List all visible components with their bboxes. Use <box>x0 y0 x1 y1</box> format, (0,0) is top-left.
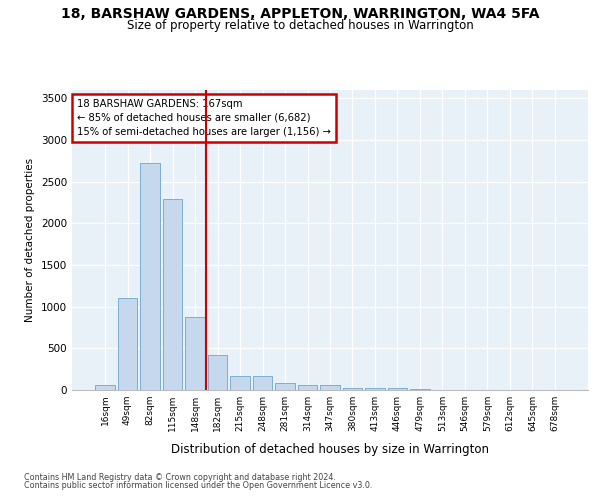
Bar <box>208 355 227 390</box>
Bar <box>388 388 407 390</box>
Y-axis label: Number of detached properties: Number of detached properties <box>25 158 35 322</box>
Text: Contains HM Land Registry data © Crown copyright and database right 2024.: Contains HM Land Registry data © Crown c… <box>24 472 336 482</box>
Text: 18, BARSHAW GARDENS, APPLETON, WARRINGTON, WA4 5FA: 18, BARSHAW GARDENS, APPLETON, WARRINGTO… <box>61 8 539 22</box>
Bar <box>275 382 295 390</box>
Bar <box>95 386 115 390</box>
Bar <box>163 199 182 390</box>
Bar <box>343 388 362 390</box>
Bar <box>118 298 137 390</box>
Text: Contains public sector information licensed under the Open Government Licence v3: Contains public sector information licen… <box>24 481 373 490</box>
Text: Distribution of detached houses by size in Warrington: Distribution of detached houses by size … <box>171 442 489 456</box>
Text: 18 BARSHAW GARDENS: 167sqm
← 85% of detached houses are smaller (6,682)
15% of s: 18 BARSHAW GARDENS: 167sqm ← 85% of deta… <box>77 99 331 137</box>
Bar <box>298 385 317 390</box>
Bar <box>185 316 205 390</box>
Bar <box>320 386 340 390</box>
Bar <box>365 388 385 390</box>
Text: Size of property relative to detached houses in Warrington: Size of property relative to detached ho… <box>127 19 473 32</box>
Bar <box>410 389 430 390</box>
Bar <box>230 376 250 390</box>
Bar <box>253 376 272 390</box>
Bar <box>140 162 160 390</box>
